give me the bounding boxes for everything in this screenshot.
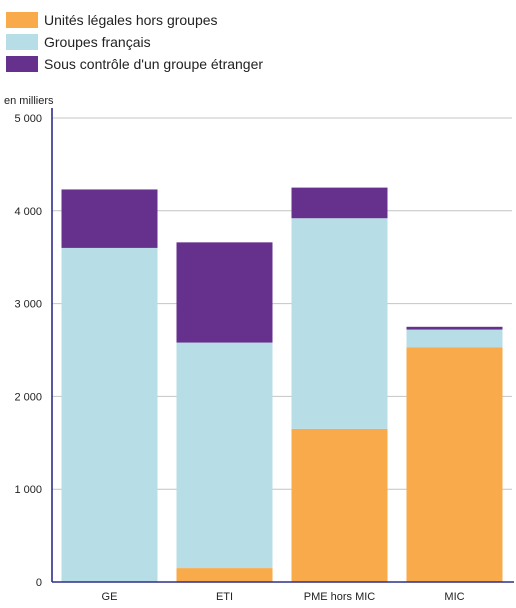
legend-label: Sous contrôle d'un groupe étranger <box>44 56 264 72</box>
tick-labels-group: 0 1 000 2 000 3 000 4 000 5 000 GE ETI PME hors … <box>14 113 464 603</box>
y-unit-label: en milliers <box>4 95 54 107</box>
legend-swatch <box>6 56 38 72</box>
y-tick-label: 3 000 <box>14 299 42 311</box>
y-tick-label: 0 <box>36 577 42 589</box>
x-tick-label: MIC <box>444 591 464 603</box>
legend-item-unites-legales: Unités légales hors groupes <box>6 9 263 31</box>
legend-swatch <box>6 12 38 28</box>
y-tick-label: 2 000 <box>14 391 42 403</box>
legend-label: Unités légales hors groupes <box>44 12 218 28</box>
bar-segment <box>176 242 273 343</box>
x-tick-label: ETI <box>216 591 233 603</box>
bar-segment <box>61 247 158 583</box>
legend-item-groupes-francais: Groupes français <box>6 31 263 53</box>
y-tick-label: 4 000 <box>14 206 42 218</box>
bar-segment <box>406 347 503 582</box>
legend-swatch <box>6 34 38 50</box>
y-tick-label: 1 000 <box>14 484 42 496</box>
bar-segment <box>406 326 503 330</box>
y-tick-label: 5 000 <box>14 113 42 125</box>
bar-segment <box>176 342 273 569</box>
bars-group <box>61 187 503 583</box>
x-tick-label: GE <box>102 591 118 603</box>
bar-segment <box>291 187 388 219</box>
x-tick-label: PME hors MIC <box>304 591 376 603</box>
bar-segment <box>291 218 388 429</box>
axes-group <box>51 108 514 583</box>
bar-segment <box>61 189 158 248</box>
bar-segment <box>406 329 503 348</box>
legend-item-groupe-etranger: Sous contrôle d'un groupe étranger <box>6 53 263 75</box>
legend-label: Groupes français <box>44 34 151 50</box>
bar-segment <box>291 428 388 582</box>
bar-segment <box>176 568 273 582</box>
chart-legend: Unités légales hors groupes Groupes fran… <box>6 9 263 75</box>
